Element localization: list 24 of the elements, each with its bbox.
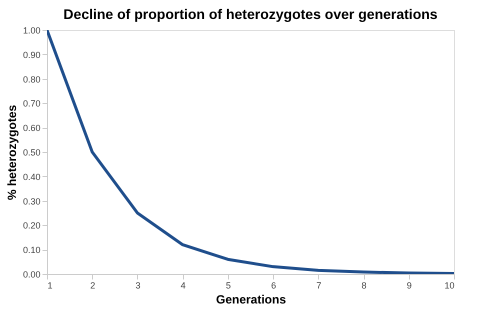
x-tick-label: 1 [48, 280, 53, 290]
x-tick-label: 2 [90, 280, 96, 290]
y-tick-label: 0.80 [22, 74, 40, 84]
chart-title: Decline of proportion of heterozygotes over generations [63, 6, 438, 22]
y-tick-label: 0.50 [22, 148, 40, 158]
x-tick-label: 6 [271, 280, 276, 290]
y-tick-label: 0.60 [22, 123, 40, 134]
x-axis-title: Generations [216, 292, 286, 306]
y-tick-label: 0.00 [22, 270, 40, 280]
y-tick-label: 0.40 [22, 172, 40, 182]
x-tick-label: 7 [316, 280, 322, 290]
y-axis-title: % heterozygotes [4, 104, 19, 200]
x-tick-label: 10 [444, 280, 454, 290]
x-tick-label: 3 [135, 280, 140, 290]
y-tick-label: 0.30 [22, 196, 40, 206]
y-tick-label: 0.90 [22, 50, 40, 60]
x-tick-label: 9 [406, 280, 412, 290]
x-tick-label: 5 [226, 280, 231, 290]
x-tick-label: 8 [362, 280, 367, 290]
y-tick-label: 0.10 [22, 245, 40, 256]
x-tick-label: 4 [180, 280, 186, 290]
y-tick-label: 0.70 [22, 98, 40, 109]
y-tick-label: 0.20 [22, 220, 40, 231]
y-tick-label: 1.00 [22, 26, 40, 36]
